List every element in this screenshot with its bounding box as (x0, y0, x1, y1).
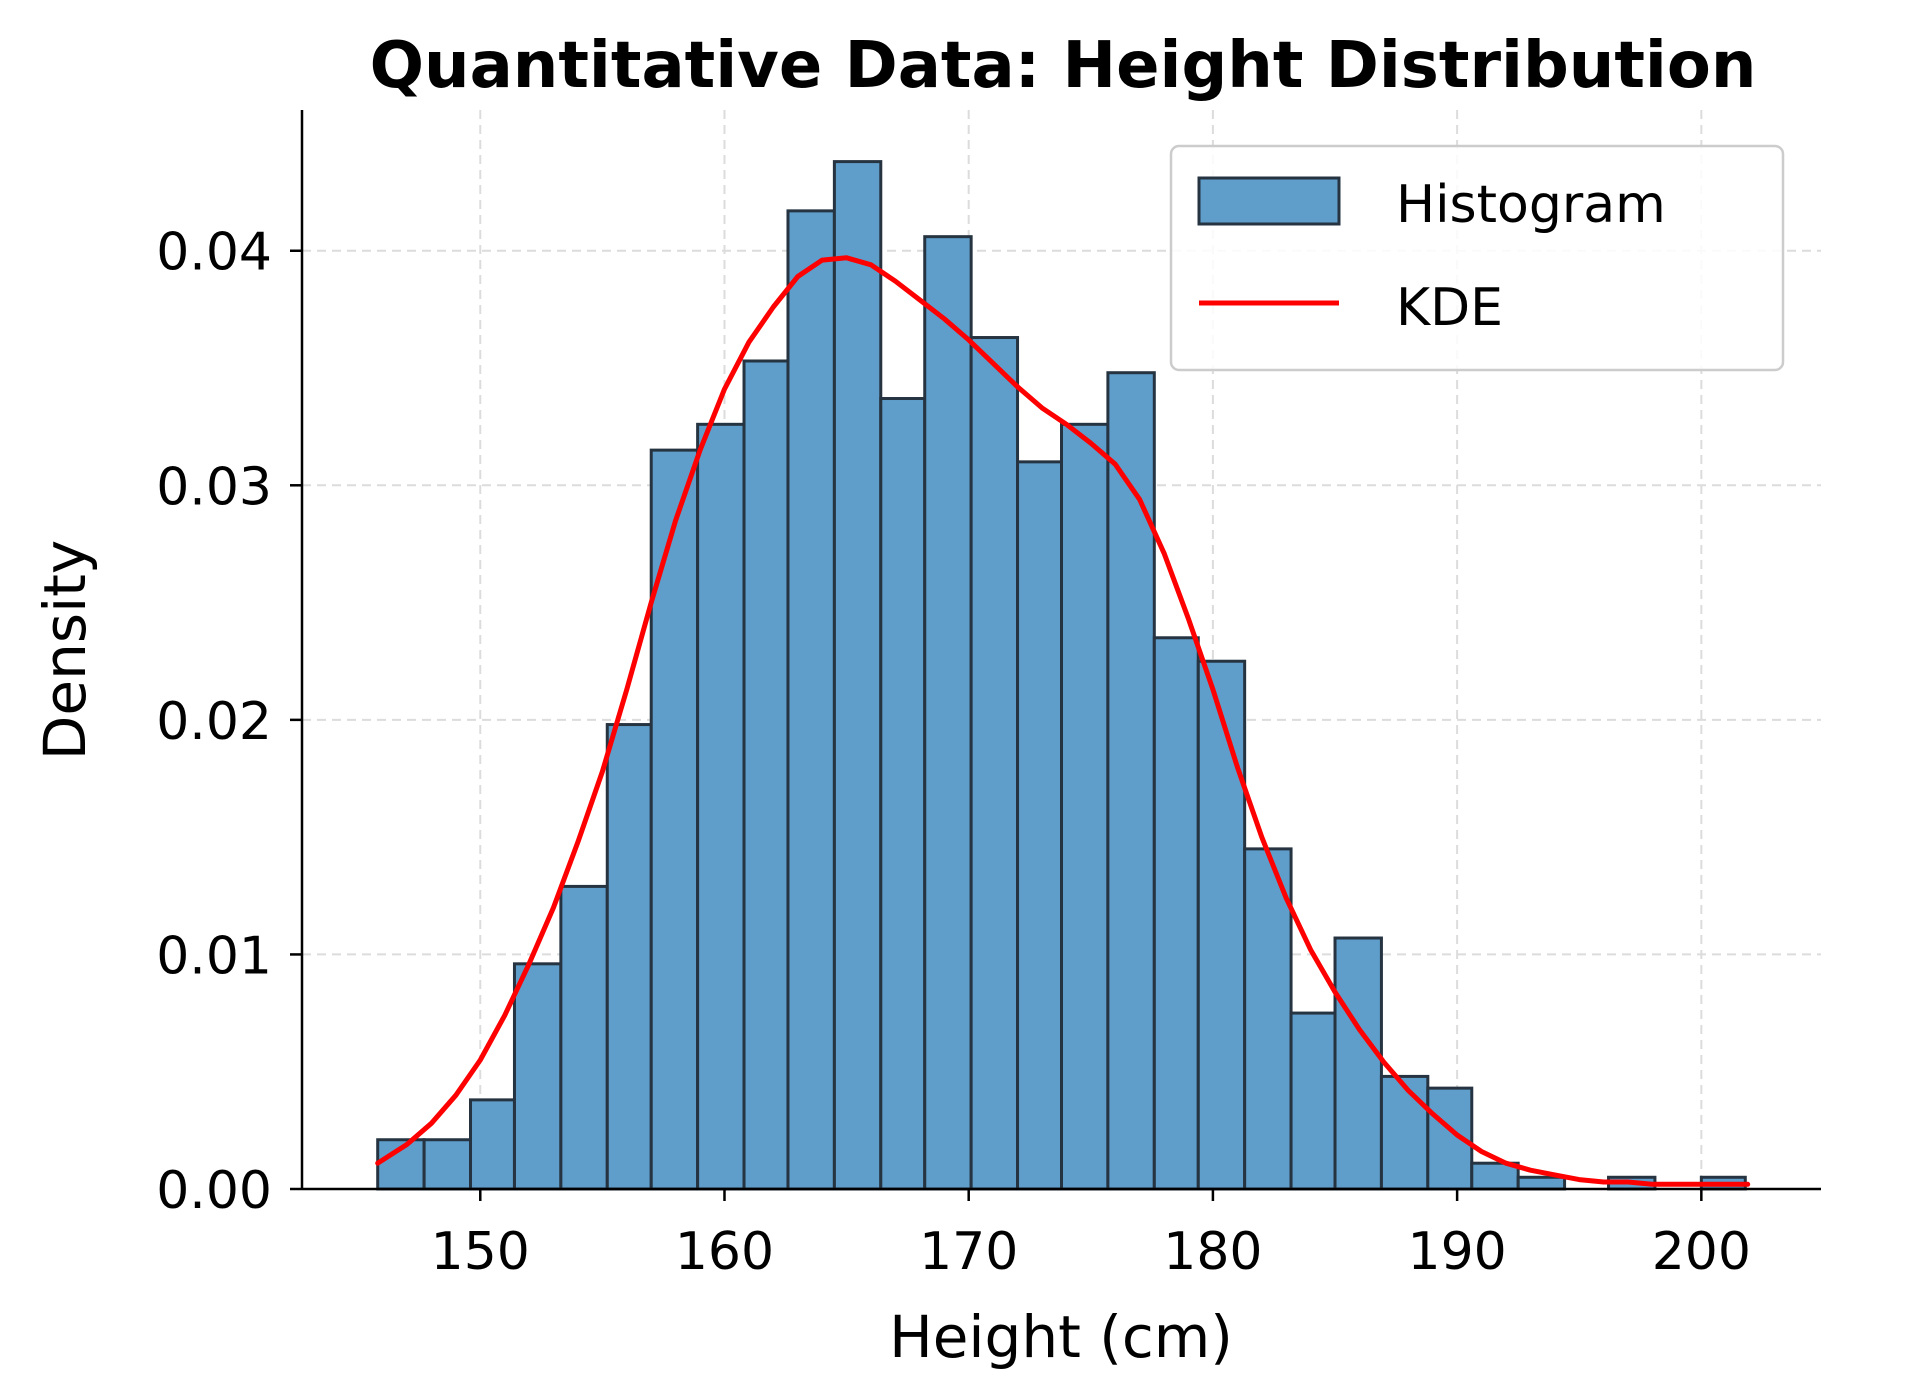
legend-kde-label: KDE (1396, 278, 1503, 338)
histogram-bar (649, 448, 700, 1191)
histogram-bar (512, 962, 563, 1191)
histogram-bar (559, 884, 609, 1191)
histogram-bar (879, 397, 927, 1191)
histogram-bar (742, 359, 790, 1191)
x-axis-label: Height (cm) (889, 1303, 1233, 1371)
histogram-bar (1152, 636, 1200, 1191)
x-tick-label: 150 (431, 1222, 530, 1282)
chart-title: Quantitative Data: Height Distribution (370, 29, 1757, 103)
histogram-bar (1106, 371, 1156, 1191)
y-tick-label: 0.00 (156, 1161, 272, 1221)
x-tick-label: 190 (1407, 1222, 1506, 1282)
histogram-bar (696, 422, 746, 1191)
histogram-bar (605, 723, 653, 1191)
kde-line (375, 255, 1751, 1187)
legend-histogram-label: Histogram (1396, 175, 1666, 235)
x-axis-ticks: 150 160 170 180 190 200 (431, 1189, 1751, 1282)
histogram-bar (1060, 422, 1110, 1191)
y-axis-ticks: 0.00 0.01 0.02 0.03 0.04 (156, 223, 302, 1221)
histogram-bar (1289, 1011, 1337, 1191)
x-tick-label: 170 (919, 1222, 1018, 1282)
y-tick-label: 0.03 (156, 457, 272, 517)
y-tick-label: 0.01 (156, 926, 272, 986)
y-tick-label: 0.04 (156, 223, 272, 283)
x-tick-label: 160 (675, 1222, 774, 1282)
histogram-bar (969, 336, 1020, 1191)
legend: Histogram KDE (1169, 144, 1785, 372)
legend-histogram-swatch (1197, 176, 1341, 226)
histogram-bar (832, 160, 883, 1191)
y-tick-label: 0.02 (156, 692, 272, 752)
histogram-bar (469, 1098, 516, 1191)
histogram-bar (923, 235, 973, 1191)
histogram-bar (1379, 1074, 1430, 1191)
histogram-bar (1016, 460, 1064, 1191)
x-tick-label: 180 (1163, 1222, 1262, 1282)
histogram-bars (376, 160, 1747, 1191)
histogram-bar (422, 1138, 473, 1191)
histogram-bar (786, 209, 836, 1191)
histogram-bar (1196, 659, 1247, 1191)
histogram-bar (1333, 936, 1383, 1191)
y-axis-label: Density (31, 540, 99, 761)
x-tick-label: 200 (1652, 1222, 1751, 1282)
histogram-bar (1243, 847, 1293, 1191)
histogram-bar (1516, 1175, 1567, 1191)
